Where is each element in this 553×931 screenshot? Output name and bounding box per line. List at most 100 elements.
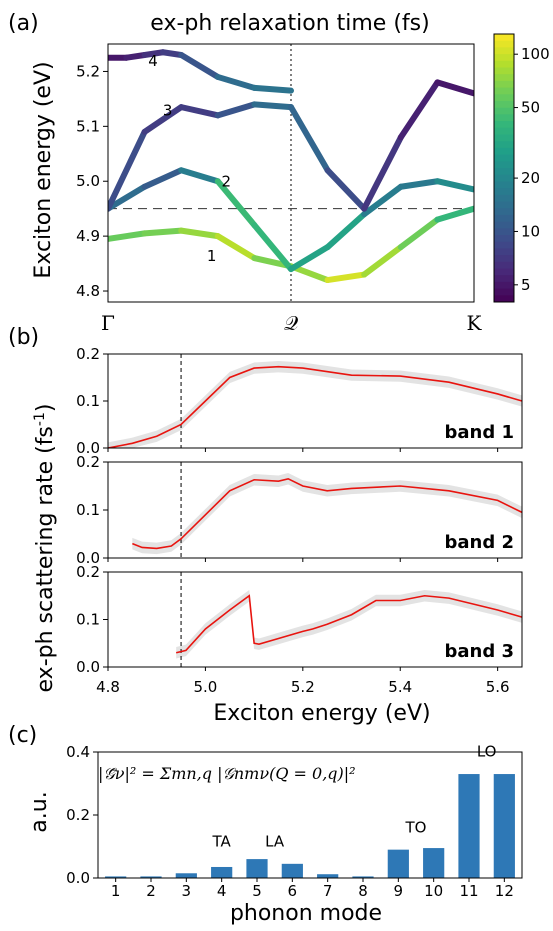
- colorbar-segment: [494, 80, 514, 89]
- annotation-TO: TO: [405, 818, 427, 836]
- panel-b-ytick-label: 0.2: [76, 453, 100, 471]
- colorbar-segment: [494, 107, 514, 115]
- colorbar-tick-label: 100: [521, 45, 550, 63]
- panel-a-ytick-label: 5.0: [76, 172, 100, 190]
- panel-b-xtick-label: 4.8: [96, 678, 120, 696]
- colorbar-segment: [494, 121, 514, 129]
- band-2-segment: [141, 167, 185, 190]
- panel-b-ytick-label: 0.1: [76, 501, 100, 519]
- panel-b-ytick-label: 0.1: [76, 392, 100, 410]
- band-2-segment: [288, 244, 331, 273]
- panel-a-frame: [107, 43, 475, 303]
- colorbar-segment: [494, 114, 514, 122]
- colorbar-segment: [494, 181, 514, 189]
- panel-c-xtick-label: 10: [424, 882, 443, 900]
- colorbar-segment: [494, 168, 514, 176]
- band-3-segment: [178, 104, 221, 119]
- bar-mode-6: [281, 863, 303, 878]
- panel-c-xlabel: phonon mode: [230, 901, 382, 926]
- colorbar-segment: [494, 94, 514, 102]
- panel-b-ytick-label: 0.2: [76, 345, 100, 363]
- panel-a-ytick-label: 5.1: [76, 117, 100, 135]
- panel-a-ylabel: Exciton energy (eV): [31, 61, 56, 278]
- colorbar-segment: [494, 235, 514, 243]
- band-3-segment: [141, 104, 185, 135]
- bar-mode-1: [105, 876, 127, 878]
- panel-c-xtick-label: 6: [288, 882, 298, 900]
- colorbar-segment: [494, 141, 514, 149]
- annotation-LA: LA: [265, 833, 285, 851]
- panel-c-xtick-label: 9: [394, 882, 404, 900]
- band-3-segment: [288, 104, 331, 174]
- band-4-segment: [214, 73, 258, 91]
- panel-b-band-label-1: band 1: [444, 422, 514, 443]
- panel-c-xtick-label: 8: [358, 882, 368, 900]
- panel-b-label: (b): [8, 325, 39, 350]
- bar-mode-4: [211, 866, 233, 878]
- panel-b-xtick-label: 5.4: [388, 678, 412, 696]
- panel-a-xtick-label: K: [467, 311, 483, 335]
- band-label-4: 4: [148, 52, 158, 70]
- panel-b-uncertainty-1: [108, 361, 522, 448]
- band-4-segment: [159, 49, 185, 58]
- bar-mode-9: [387, 849, 409, 878]
- panel-b-xtick-label: 5.2: [291, 678, 315, 696]
- panel-a-xtick-label: Γ: [101, 311, 115, 335]
- colorbar-segment: [494, 47, 514, 55]
- band-2-segment: [178, 167, 221, 185]
- panel-b-ylabel: ex-ph scattering rate (fs-1): [32, 404, 58, 693]
- bar-mode-10: [423, 848, 445, 878]
- panel-a-ytick-label: 4.8: [76, 282, 100, 300]
- band-1-segment: [214, 233, 258, 262]
- colorbar-segment: [494, 281, 514, 290]
- colorbar-tick-label: 50: [521, 99, 540, 117]
- band-4-segment: [123, 51, 148, 61]
- colorbar-segment: [494, 174, 514, 182]
- band-1-segment: [361, 244, 404, 278]
- band-3-segment: [361, 134, 404, 212]
- colorbar-tick-label: 20: [521, 169, 540, 187]
- panel-a-ticks: 4.8 4.9 5.0 5.1 5.2 Γ 𝒬 K: [76, 44, 483, 335]
- panel-c-xtick-label: 12: [495, 882, 514, 900]
- panel-c-xtick-label: 3: [182, 882, 192, 900]
- band-1-segment: [141, 227, 185, 237]
- colorbar-segment: [494, 188, 514, 196]
- band-3-segment: [324, 167, 368, 212]
- colorbar-segment: [494, 101, 514, 109]
- colorbar-segment: [494, 241, 514, 249]
- panel-b-series-3: [175, 594, 523, 654]
- band-1-segment: [324, 271, 368, 284]
- colorbar-segment: [494, 248, 514, 256]
- colorbar-segment: [494, 60, 514, 68]
- panel-a-title: ex-ph relaxation time (fs): [150, 11, 429, 36]
- panel-c-label: (c): [8, 723, 37, 748]
- colorbar-segment: [494, 154, 514, 162]
- colorbar-segment: [494, 74, 514, 82]
- colorbar-segment: [494, 134, 514, 142]
- colorbar-tick-label: 5: [521, 276, 531, 294]
- panel-b-ytick-label: 0.0: [76, 549, 100, 567]
- band-label-2: 2: [221, 173, 231, 191]
- band-label-3: 3: [163, 101, 173, 119]
- colorbar-segment: [494, 194, 514, 202]
- panel-b-uncertainty-3: [176, 590, 522, 659]
- band-3-segment: [214, 101, 258, 119]
- panel-c-ytick-label: 0.0: [66, 869, 90, 887]
- bar-mode-5: [246, 859, 268, 878]
- band-2-segment: [251, 222, 294, 273]
- bar-mode-11: [458, 774, 480, 878]
- panel-b-series-1: [107, 365, 523, 449]
- panel-c-xtick-label: 7: [323, 882, 333, 900]
- colorbar-segment: [494, 295, 514, 303]
- band-4-segment: [141, 49, 166, 58]
- band-3-segment: [397, 79, 441, 141]
- band-4-segment: [251, 84, 294, 94]
- panel-b-xtick-label: 5.0: [193, 678, 217, 696]
- colorbar-segment: [494, 268, 514, 276]
- band-2-segment: [361, 183, 404, 218]
- panel-c-xtick-label: 2: [146, 882, 156, 900]
- bar-mode-2: [140, 876, 162, 878]
- colorbar-segment: [494, 221, 514, 229]
- band-2-segment: [434, 178, 474, 193]
